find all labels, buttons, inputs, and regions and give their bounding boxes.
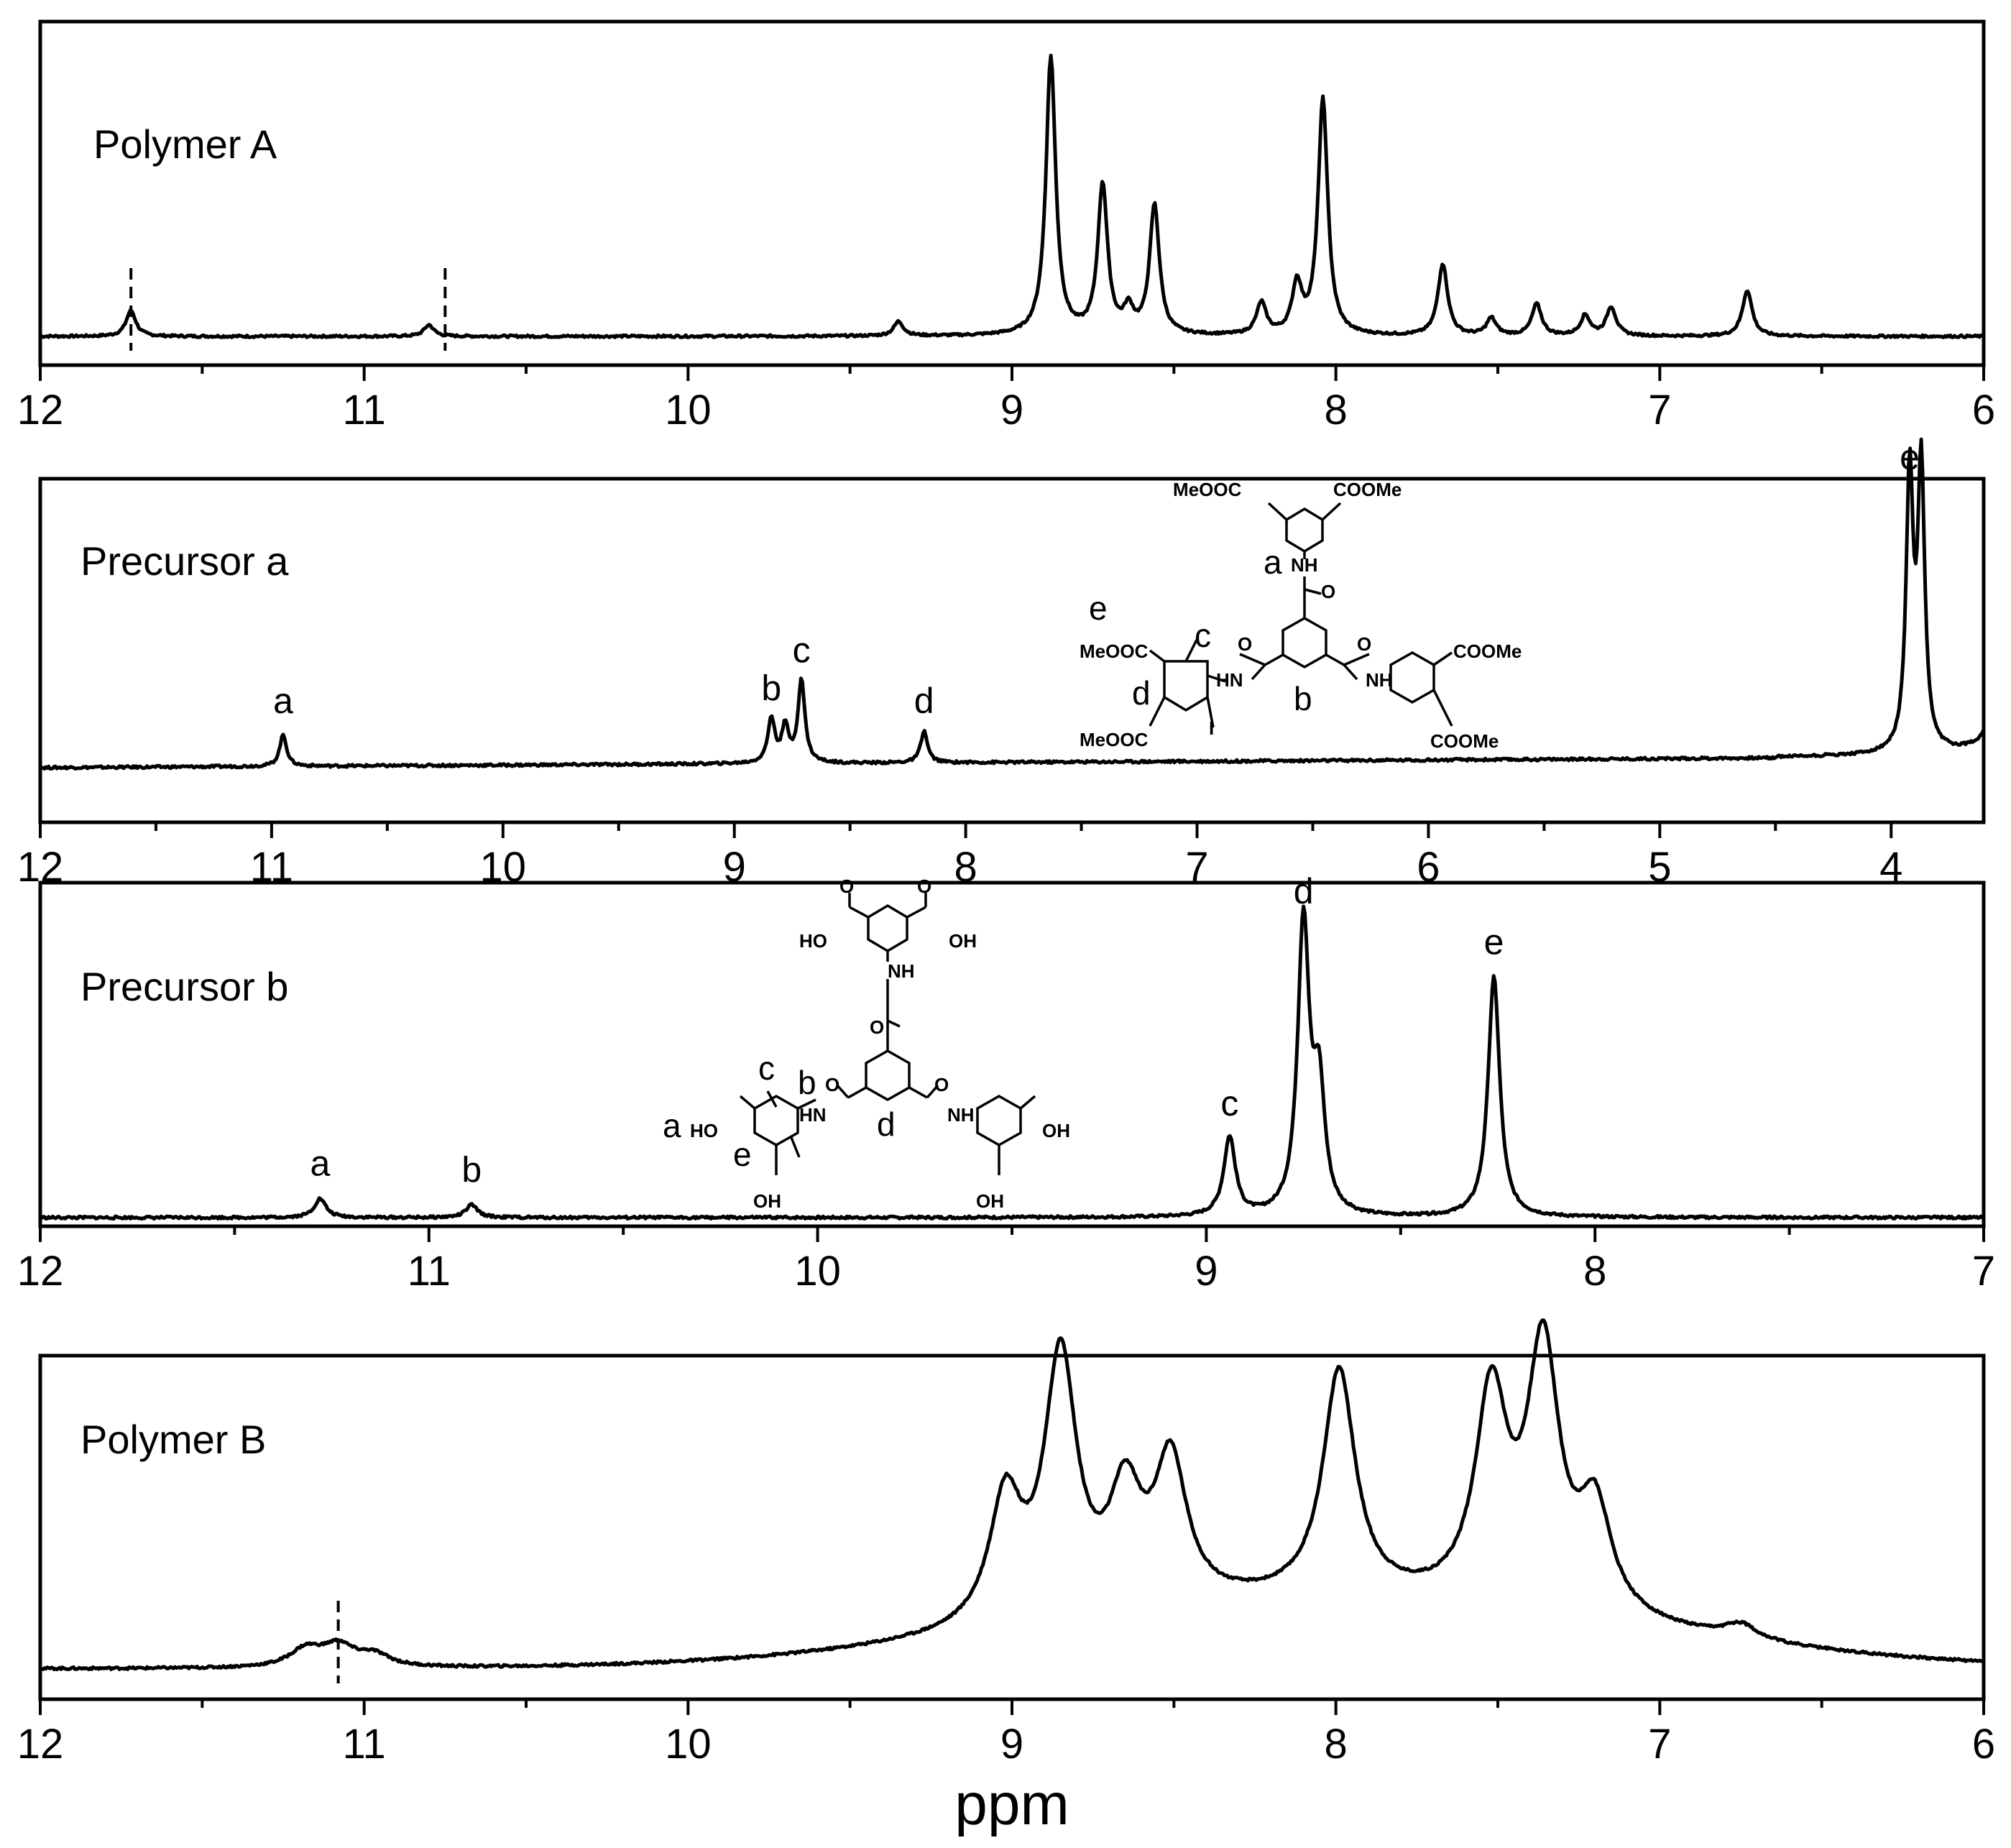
structure-label: a — [1264, 543, 1282, 581]
plot-frame — [38, 19, 1986, 367]
peak-label: a — [310, 1144, 330, 1184]
x-tick-label: 12 — [17, 1248, 64, 1295]
x-tick-label: 12 — [17, 1721, 64, 1767]
amide-label: NH — [888, 960, 915, 982]
plot-frame — [38, 477, 1986, 824]
carbonyl-label: O — [870, 1016, 884, 1038]
x-tick-label: 11 — [343, 387, 386, 433]
hydroxyl-label: OH — [753, 1190, 781, 1212]
spectrum-line — [40, 1318, 1985, 1672]
carbonyl-label: O — [917, 875, 931, 897]
amide-label: NH — [1366, 669, 1393, 691]
panel-polymer-a: Polymer A 12 11 10 9 8 7 6 — [17, 19, 1995, 433]
structure-label: b — [1294, 680, 1312, 717]
x-tick-label: 7 — [1648, 387, 1671, 433]
panel-title: Polymer B — [80, 1417, 266, 1462]
x-tick-label: 7 — [1648, 1721, 1671, 1767]
amide-label: NH — [1291, 554, 1318, 576]
structure-label: c — [758, 1049, 775, 1087]
x-tick-label: 7 — [1972, 1248, 1995, 1295]
peak-label: b — [461, 1149, 482, 1190]
carbonyl-label: O — [934, 1074, 949, 1095]
peak-label: d — [1294, 871, 1314, 911]
carbonyl-label: O — [839, 875, 854, 897]
structure-label: d — [1132, 674, 1151, 712]
hydroxyl-label: OH — [949, 930, 977, 952]
x-tick-label: 12 — [17, 387, 64, 433]
x-tick-label: 6 — [1972, 387, 1995, 433]
x-tick-label: 9 — [1000, 387, 1023, 433]
x-tick-label: 9 — [1000, 1721, 1023, 1767]
peak-label: d — [914, 681, 934, 721]
peak-label: c — [1220, 1083, 1238, 1123]
spectrum-line — [39, 437, 1986, 771]
peak-label: c — [793, 630, 811, 671]
carbonyl-label: O — [1321, 581, 1335, 602]
x-tick-label: 8 — [1325, 387, 1348, 433]
x-axis-label: ppm — [954, 1772, 1069, 1837]
x-tick-label: 6 — [1972, 1721, 1995, 1767]
ester-label: MeOOC — [1080, 729, 1149, 750]
x-tick-label: 10 — [665, 1721, 712, 1767]
structure-label: e — [733, 1136, 752, 1173]
carbonyl-label: O — [1238, 633, 1252, 655]
amide-label: HN — [799, 1104, 827, 1126]
peak-label: e — [1484, 922, 1504, 962]
spectrum-line — [40, 904, 1985, 1221]
chemical-structure-precursor-a: MeOOC COOMe a NH O O O HN NH b COOMe COO… — [1080, 479, 1522, 752]
x-tick-label: 11 — [408, 1248, 451, 1295]
panel-polymer-b: Polymer B 12 11 10 9 8 7 6 ppm — [17, 1318, 1995, 1837]
ester-label: COOMe — [1430, 730, 1499, 752]
x-tick-label: 11 — [343, 1721, 386, 1767]
structure-label: d — [877, 1105, 896, 1143]
x-tick-label: 8 — [1583, 1248, 1606, 1295]
hydroxyl-label: OH — [1042, 1120, 1070, 1141]
structure-label: b — [798, 1064, 816, 1101]
x-tick-label: 10 — [794, 1248, 841, 1295]
iodo-label: I — [1209, 717, 1214, 739]
ester-label: MeOOC — [1173, 479, 1242, 500]
panel-title: Precursor b — [80, 964, 288, 1009]
spectrum-line — [40, 53, 1985, 339]
amide-label: HN — [1216, 669, 1243, 691]
plot-frame — [38, 1353, 1986, 1701]
ester-label: MeOOC — [1080, 640, 1149, 662]
hydroxyl-label: OH — [976, 1190, 1004, 1212]
plot-frame — [38, 881, 1986, 1228]
amide-label: NH — [947, 1104, 975, 1126]
hydroxyl-label: HO — [799, 930, 827, 952]
structure-label: c — [1195, 617, 1211, 654]
hydroxyl-label: HO — [690, 1120, 718, 1141]
peak-label: e — [1900, 437, 1920, 477]
peak-label: b — [761, 668, 781, 708]
peak-label: a — [273, 681, 293, 721]
x-tick-label: 10 — [665, 387, 712, 433]
x-tick-label: 8 — [1325, 1721, 1348, 1767]
carbonyl-label: O — [825, 1074, 839, 1095]
ester-label: COOMe — [1453, 640, 1522, 662]
ester-label: COOMe — [1333, 479, 1402, 500]
structure-label: e — [1089, 589, 1108, 627]
panel-title: Polymer A — [93, 121, 277, 167]
carbonyl-label: O — [1357, 633, 1371, 655]
panel-title: Precursor a — [80, 538, 289, 584]
x-tick-label: 9 — [1195, 1248, 1218, 1295]
chemical-structure-precursor-b: HO O O OH NH O c b O O HN NH d a HO e OH… — [663, 875, 1070, 1212]
structure-label: a — [663, 1107, 681, 1144]
